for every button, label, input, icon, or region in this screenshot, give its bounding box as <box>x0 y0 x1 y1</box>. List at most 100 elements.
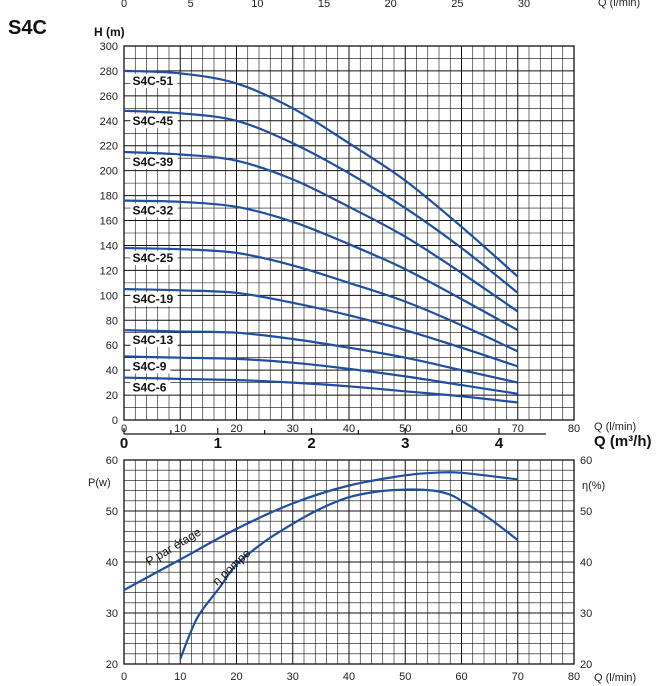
flow-tick-label: 0 <box>121 671 127 683</box>
top-flow-tick-label: 25 <box>451 0 463 10</box>
power-flow-axis-label: Q (l/min) <box>594 672 636 684</box>
m3h-tick-label: 3 <box>401 435 409 452</box>
model-label-background <box>130 73 178 88</box>
flow-tick-label: 40 <box>343 423 355 435</box>
page-title: S4C <box>8 17 47 39</box>
head-axis-ticks: 0 20 40 60 80 100 120 140 160 180 200 220 240 260 280 3… <box>100 41 118 427</box>
head-curve-chart: 0 5 10 15 20 25 30 Q (l/min) H (m) 0 20 40 60 80 10… <box>94 0 652 452</box>
efficiency-axis-label: η(%) <box>582 480 605 492</box>
head-tick-label: 60 <box>106 340 118 352</box>
head-tick-label: 200 <box>100 166 118 178</box>
head-tick-label: 100 <box>100 290 118 302</box>
power-flow-axis-ticks: 0 10 20 30 40 50 60 70 80 <box>121 671 580 683</box>
model-label-s4c-19: S4C-19 <box>132 292 173 306</box>
head-tick-label: 300 <box>100 41 118 53</box>
top-flow-axis: 0 5 10 15 20 25 30 <box>121 0 530 10</box>
power-axis-label: P(w) <box>88 477 111 489</box>
flow-tick-label: 20 <box>230 671 242 683</box>
model-label-background <box>130 250 178 265</box>
flow-tick-label: 50 <box>399 671 411 683</box>
flow-tick-label: 10 <box>174 423 186 435</box>
head-curve-s4c-13 <box>123 329 519 384</box>
flow-tick-label: 40 <box>343 671 355 683</box>
flow-tick-label: 20 <box>230 423 242 435</box>
top-flow-tick-label: 0 <box>121 0 127 10</box>
head-curve-s4c-19 <box>123 288 519 368</box>
flow-tick-label: 80 <box>568 671 580 683</box>
power-tick-label: 60 <box>106 455 118 467</box>
flow-tick-label: 70 <box>512 671 524 683</box>
power-tick-label: 20 <box>106 659 118 671</box>
model-label-s4c-45: S4C-45 <box>132 114 173 128</box>
flow-tick-label: 60 <box>455 423 467 435</box>
model-labels: S4C-51 S4C-45 S4C-39 S4C-32 S4C-25 S4C-19 S4C-… <box>130 73 178 395</box>
flow-tick-label: 80 <box>568 423 580 435</box>
efficiency-tick-label: 20 <box>580 659 592 671</box>
top-flow-tick-label: 15 <box>318 0 330 10</box>
m3h-axis: 0 1 2 3 4 <box>120 428 546 452</box>
efficiency-tick-label: 60 <box>580 455 592 467</box>
head-tick-label: 80 <box>106 315 118 327</box>
top-flow-tick-label: 5 <box>188 0 194 10</box>
power-axis-ticks: 20 30 40 50 60 <box>106 455 118 671</box>
head-chart-grid <box>124 46 574 420</box>
power-chart-frame <box>123 459 575 665</box>
efficiency-tick-label: 30 <box>580 608 592 620</box>
power-efficiency-chart: 20 30 40 50 60 20 30 40 50 60 P(w) η(%) 0 10 20 30 4… <box>88 455 636 684</box>
power-curve <box>123 471 518 591</box>
head-curve-s4c-39 <box>123 150 519 313</box>
head-curve-s4c-9 <box>123 355 518 395</box>
m3h-axis-label: Q (m³/h) <box>594 433 652 450</box>
power-tick-label: 50 <box>106 506 118 518</box>
power-tick-label: 40 <box>106 557 118 569</box>
head-axis-title: H (m) <box>94 25 125 39</box>
m3h-tick-label: 0 <box>120 435 128 452</box>
top-flow-axis-label: Q (l/min) <box>598 0 640 9</box>
efficiency-tick-label: 40 <box>580 557 592 569</box>
model-label-s4c-25: S4C-25 <box>132 251 173 265</box>
model-label-s4c-39: S4C-39 <box>132 155 173 169</box>
model-label-background <box>130 154 178 169</box>
model-label-background <box>130 380 171 395</box>
head-tick-label: 240 <box>100 116 118 128</box>
flow-tick-label: 10 <box>174 671 186 683</box>
head-curve-s4c-25 <box>123 246 519 353</box>
head-tick-label: 20 <box>106 390 118 402</box>
power-tick-label: 30 <box>106 608 118 620</box>
head-tick-label: 260 <box>100 91 118 103</box>
model-label-s4c-51: S4C-51 <box>132 74 173 88</box>
top-flow-tick-label: 10 <box>251 0 263 10</box>
efficiency-curve-label: η pompe <box>209 546 253 588</box>
model-label-s4c-6: S4C-6 <box>132 381 166 395</box>
m3h-tick-label: 4 <box>495 435 504 452</box>
power-efficiency-curves <box>123 471 519 660</box>
head-tick-label: 220 <box>100 141 118 153</box>
model-label-background <box>130 113 178 128</box>
flow-tick-label: 30 <box>287 423 299 435</box>
efficiency-curve <box>179 488 519 660</box>
efficiency-axis-ticks: 20 30 40 50 60 <box>580 455 592 671</box>
flow-axis-label: Q (l/min) <box>594 421 636 433</box>
model-label-background <box>130 203 178 218</box>
head-tick-label: 40 <box>106 365 118 377</box>
head-tick-label: 160 <box>100 216 118 228</box>
head-curve-s4c-32 <box>123 199 519 332</box>
power-chart-grid <box>124 460 574 664</box>
model-label-background <box>130 292 178 307</box>
model-label-s4c-9: S4C-9 <box>132 359 166 373</box>
head-curve-s4c-45 <box>123 109 519 294</box>
head-tick-label: 280 <box>100 66 118 78</box>
top-flow-tick-label: 20 <box>385 0 397 10</box>
m3h-tick-label: 2 <box>307 435 315 452</box>
head-tick-label: 180 <box>100 191 118 203</box>
efficiency-tick-label: 50 <box>580 506 592 518</box>
flow-tick-label: 70 <box>512 423 524 435</box>
model-label-background <box>130 359 171 374</box>
head-tick-label: 120 <box>100 265 118 277</box>
head-curve-s4c-51 <box>123 69 519 278</box>
head-curve-s4c-6 <box>123 376 518 404</box>
model-label-s4c-32: S4C-32 <box>132 204 173 218</box>
top-flow-tick-label: 30 <box>518 0 530 10</box>
